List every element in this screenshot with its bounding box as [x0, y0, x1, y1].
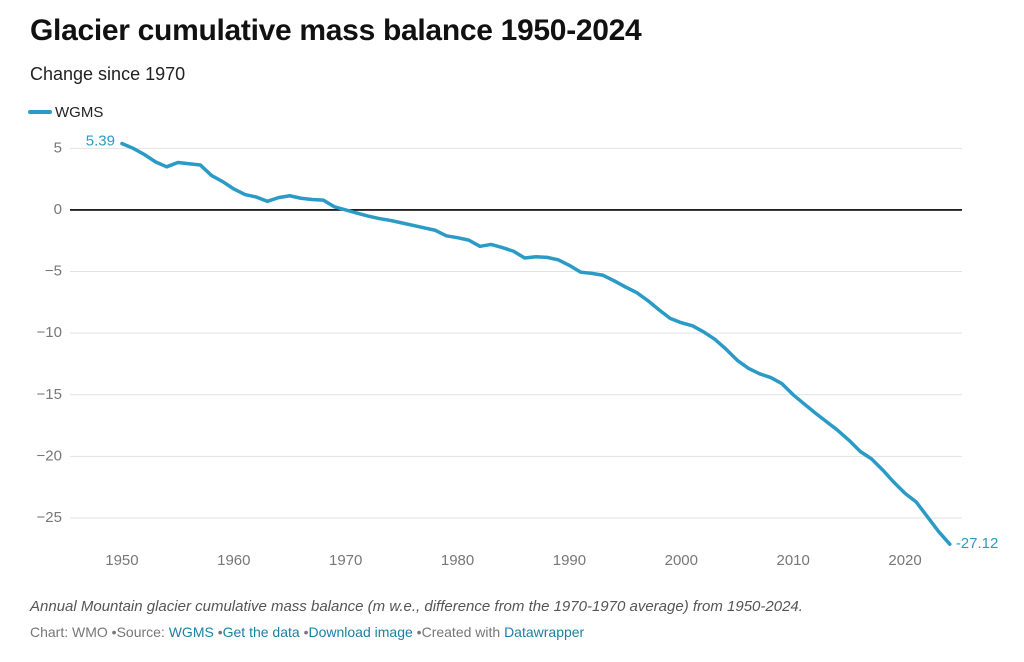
footer-created: Created with: [421, 624, 501, 640]
chart-subtitle: Change since 1970: [30, 64, 186, 84]
x-tick-label: 1960: [217, 552, 250, 569]
x-tick-label: 1980: [441, 552, 474, 569]
footer-credit: Chart: WMO: [30, 624, 108, 640]
x-tick-label: 1990: [553, 552, 586, 569]
chart-footer: Chart: WMO Source: WGMS Get the data Downlo…: [30, 624, 584, 640]
y-tick-label: −5: [45, 263, 62, 280]
x-tick-label: 2000: [665, 552, 698, 569]
y-tick-label: −25: [37, 509, 62, 526]
y-tick-label: −20: [37, 447, 62, 464]
chart-notes: Annual Mountain glacier cumulative mass …: [30, 598, 803, 615]
value-label: 5.39: [86, 132, 115, 149]
tool-link[interactable]: Datawrapper: [504, 624, 585, 640]
legend-label: WGMS: [55, 104, 103, 121]
chart-title: Glacier cumulative mass balance 1950-202…: [30, 14, 642, 47]
footer-source-label: Source:: [116, 624, 165, 640]
data-line: [120, 141, 952, 546]
download-link[interactable]: Download image: [308, 624, 413, 640]
x-tick-label: 1970: [329, 552, 362, 569]
y-tick-label: 0: [54, 201, 62, 218]
y-tick-label: −15: [37, 386, 62, 403]
y-tick-label: −10: [37, 324, 62, 341]
x-tick-label: 2010: [777, 552, 810, 569]
get-data-link[interactable]: Get the data: [222, 624, 300, 640]
x-tick-label: 2020: [888, 552, 921, 569]
value-label: -27.12: [956, 535, 999, 552]
x-tick-label: 1950: [105, 552, 138, 569]
y-tick-label: 5: [54, 139, 62, 156]
source-link[interactable]: WGMS: [168, 624, 214, 640]
